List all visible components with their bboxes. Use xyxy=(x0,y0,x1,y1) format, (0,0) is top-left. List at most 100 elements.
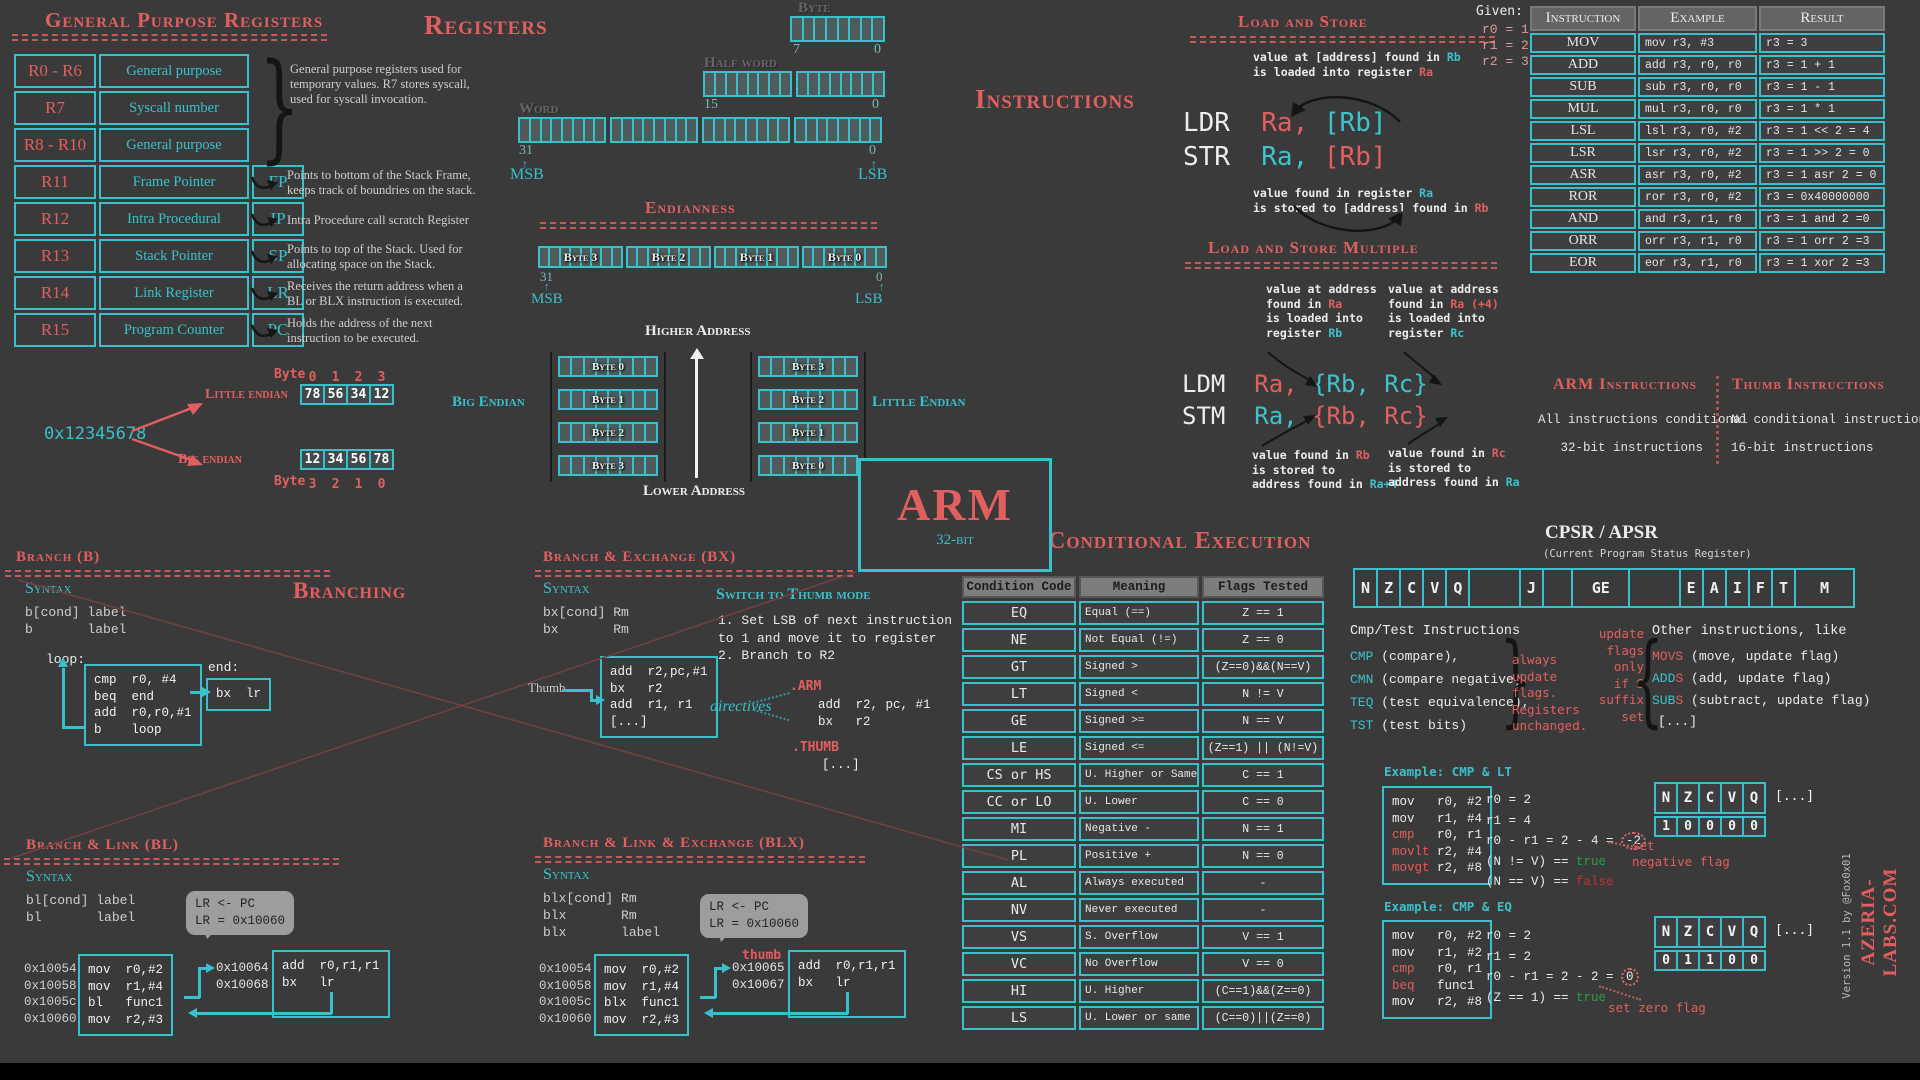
table-cell: (Z==1) || (N!=V) xyxy=(1202,736,1324,760)
address-arrow-shaft xyxy=(695,359,698,478)
gpr-note-r15: Holds the address of the next instructio… xyxy=(287,316,433,345)
table-row: PL Positive + N == 0 xyxy=(962,844,1324,868)
higher-address-label: Higher Address xyxy=(645,323,751,339)
example-eq-explain: r0 = 2 r1 = 2 r0 - r1 = 2 - 2 = 0 (Z == 1) … xyxy=(1486,926,1639,1008)
arm-logo-sub: 32-bit xyxy=(936,531,974,548)
table-cell: U. Lower xyxy=(1079,790,1199,814)
table-cell: SUB xyxy=(1530,77,1636,97)
table-cell: N != V xyxy=(1202,682,1324,706)
text-line: add r2,pc,#1 xyxy=(610,665,708,679)
endianness-bit0: 0 xyxy=(876,269,883,284)
table-cell: HI xyxy=(962,979,1076,1003)
cmp-brace: } xyxy=(1499,621,1532,738)
bl-ret-arrow-h xyxy=(196,1012,332,1015)
table-row: GT Signed > (Z==0)&&(N==V) xyxy=(962,655,1324,679)
bit-cell xyxy=(843,455,858,476)
bit-cell xyxy=(871,16,885,42)
byte-value-cell: 56 xyxy=(323,384,348,405)
blx-addresses: 0x10054 0x10058 0x1005c 0x10060 xyxy=(539,961,592,1027)
bl-arrow-head xyxy=(206,963,215,973)
halfword-diagram xyxy=(703,71,885,97)
blx-lr-tooltip: LR <- PC LR = 0x10060 xyxy=(700,894,809,938)
flags-header-row: N Z C V Q [...] xyxy=(1654,916,1814,948)
byte-group: Byte 2 xyxy=(758,389,858,410)
branch-end-arrow xyxy=(190,691,203,694)
bx-code-box: add r2,pc,#1 bx r2 add r1, r1 [...] xyxy=(600,656,718,738)
bl-return-code-box: add r0,r1,r1 bx lr xyxy=(272,950,390,1018)
blx-arrow-v1 xyxy=(714,967,717,998)
word-bit0: 0 xyxy=(869,143,876,158)
table-cell: r3 = 1 + 1 xyxy=(1759,55,1885,75)
text-line: beq func1 xyxy=(1392,978,1475,993)
endian-example-value: 0x12345678 xyxy=(44,424,147,444)
text-line: r0 = 2 xyxy=(1486,793,1532,807)
text-line: 0x10054 xyxy=(24,962,77,976)
table-cell: GE xyxy=(962,709,1076,733)
text-line: 0x10064 xyxy=(216,961,269,975)
text-line: value found in register Ra xyxy=(1253,186,1434,200)
text-line: MOVS (move, update flag) xyxy=(1652,649,1840,664)
byte-value-cell: 2 xyxy=(354,370,363,385)
byte-value-cell: 0 xyxy=(377,477,386,492)
text-line: 0x10065 xyxy=(732,961,785,975)
text-line: add r0,r0,#1 xyxy=(94,706,192,720)
table-cell: r3 = 1 orr 2 =3 xyxy=(1759,231,1885,251)
other-instructions-lines: MOVS (move, update flag) ADDS (add, updat… xyxy=(1652,646,1870,712)
text-line: mov r1,#4 xyxy=(88,979,164,994)
lsm-note-bottom-left: value found in Rb is stored to address fou… xyxy=(1252,448,1397,492)
flag-value-cell: 0 xyxy=(1742,950,1766,971)
register-row: R7 Syscall number xyxy=(14,91,304,125)
text-line: 0x10068 xyxy=(216,977,269,992)
endianness-separator xyxy=(540,222,877,229)
load-store-note-top: value at [address] found in Rb is loaded … xyxy=(1253,50,1461,79)
table-cell: U. Higher xyxy=(1079,979,1199,1003)
byte-label: Byte 1 xyxy=(791,426,825,439)
text-line: value at address xyxy=(1388,282,1499,296)
byte-group xyxy=(610,117,698,143)
branch-bx-syntax-label: Syntax xyxy=(543,580,590,597)
table-cell: orr r3, r1, r0 xyxy=(1638,231,1757,251)
text-line: blx Rm xyxy=(543,908,637,923)
table-row: CC or LO U. Lower C == 0 xyxy=(962,790,1324,814)
table-cell: Signed <= xyxy=(1079,736,1199,760)
table-cell: LE xyxy=(962,736,1076,760)
table-cell: CS or HS xyxy=(962,763,1076,787)
text-line: r0 - r1 = 2 - 2 = 0 xyxy=(1486,967,1639,988)
bit-cell xyxy=(610,246,623,268)
byte-value-cell: 1 xyxy=(331,370,340,385)
thumb-instructions-title: Thumb Instructions xyxy=(1732,376,1885,393)
table-cell: lsr r3, r0, #2 xyxy=(1638,143,1757,163)
loop-arrow-horizontal xyxy=(62,726,84,729)
bit-cell xyxy=(698,246,711,268)
arm-directive-code: add r2, pc, #1 bx r2 xyxy=(818,697,931,731)
branch-b-syntax: b[cond] label b label xyxy=(25,604,126,638)
lsm-title: Load and Store Multiple xyxy=(1208,238,1419,257)
table-cell: Negative - xyxy=(1079,817,1199,841)
text-line: 0x10060 xyxy=(539,1011,592,1026)
table-cell: C == 1 xyxy=(1202,763,1324,787)
little-endian-bytes: 78 56 34 12 xyxy=(300,384,394,405)
bl-ret-arrow-v xyxy=(330,992,333,1014)
text-line: r1 = 2 xyxy=(1486,949,1532,964)
always-update-note: always update flags. Registers unchanged… xyxy=(1512,652,1588,733)
bl-arrow-v1 xyxy=(198,967,201,998)
registers-title: Registers xyxy=(424,10,548,40)
table-cell: r3 = 1 >> 2 = 0 xyxy=(1759,143,1885,163)
table-cell: r3 = 0x40000000 xyxy=(1759,187,1885,207)
big-byte-word: Byte xyxy=(274,474,306,489)
register-description: General purpose xyxy=(99,128,249,162)
table-cell: U. Lower or same xyxy=(1079,1006,1199,1030)
gpr-note-r14: Receives the return address when a BL or… xyxy=(287,279,463,308)
arm-logo: ARM 32-bit xyxy=(858,458,1052,572)
byte-value-cell: 2 xyxy=(331,477,340,492)
text-line: b[cond] label xyxy=(25,605,127,620)
thumb-directive: .THUMB xyxy=(792,740,839,755)
table-cell: EQ xyxy=(962,601,1076,625)
text-line: ADDS (add, update flag) xyxy=(1652,671,1832,686)
table-cell: PL xyxy=(962,844,1076,868)
halfword-diagram-label: Half word xyxy=(704,55,777,71)
table-cell: Positive + xyxy=(1079,844,1199,868)
little-endian-rail-left xyxy=(750,352,752,482)
text-line: 1. Set LSB of next instruction xyxy=(718,613,953,628)
